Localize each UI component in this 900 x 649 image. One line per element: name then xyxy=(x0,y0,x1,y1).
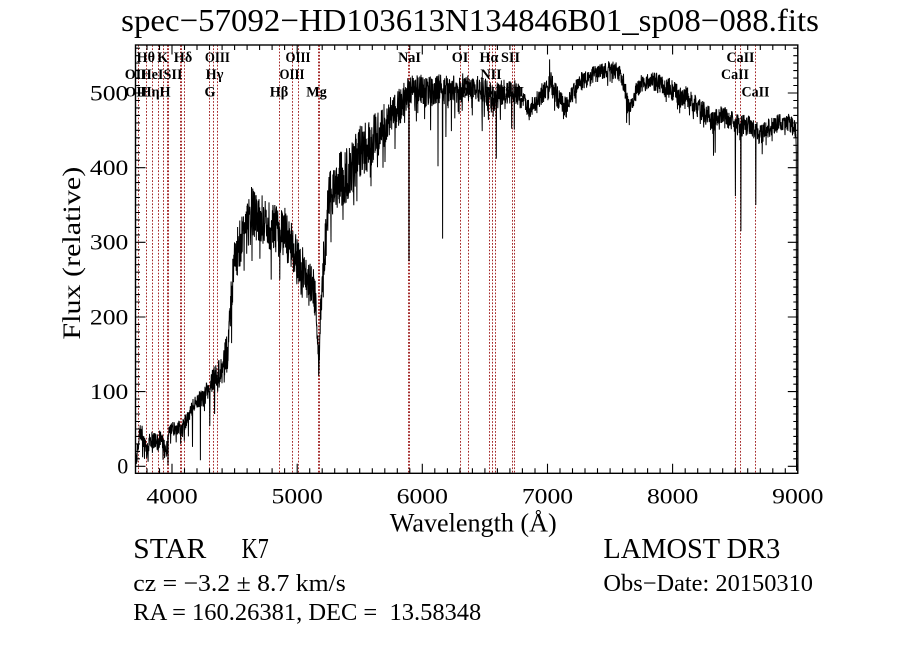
svg-text:Hη: Hη xyxy=(140,84,159,100)
svg-text:OII: OII xyxy=(125,84,148,100)
svg-text:OII: OII xyxy=(125,67,148,83)
svg-text:8000: 8000 xyxy=(647,484,698,509)
svg-text:CaII: CaII xyxy=(721,67,749,83)
svg-text:Hδ: Hδ xyxy=(174,50,192,66)
svg-text:4000: 4000 xyxy=(146,484,197,509)
svg-text:SII: SII xyxy=(164,67,183,83)
svg-text:0: 0 xyxy=(117,454,128,479)
svg-text:G: G xyxy=(204,84,215,100)
svg-text:NII: NII xyxy=(485,84,507,100)
svg-text:NaI: NaI xyxy=(398,50,421,66)
svg-text:RA = 160.26381, DEC = 13.5834: RA = 160.26381, DEC = 13.58348 xyxy=(133,600,481,626)
svg-text:200: 200 xyxy=(90,304,128,329)
svg-text:400: 400 xyxy=(90,155,128,180)
svg-text:LAMOST DR3: LAMOST DR3 xyxy=(603,534,780,565)
svg-text:Wavelength (Å): Wavelength (Å) xyxy=(390,509,557,538)
svg-text:SII: SII xyxy=(505,84,524,100)
svg-text:6000: 6000 xyxy=(397,484,448,509)
svg-text:K: K xyxy=(157,50,168,66)
svg-text:CaII: CaII xyxy=(742,84,770,100)
svg-text:Hγ: Hγ xyxy=(206,67,224,83)
svg-text:Flux (relative): Flux (relative) xyxy=(59,167,86,340)
svg-text:spec−57092−HD103613N134846B01_: spec−57092−HD103613N134846B01_sp08−088.f… xyxy=(121,2,819,38)
svg-text:100: 100 xyxy=(90,379,128,404)
svg-text:OIII: OIII xyxy=(205,50,230,66)
svg-text:5000: 5000 xyxy=(272,484,323,509)
svg-text:9000: 9000 xyxy=(772,484,823,509)
svg-text:OIII: OIII xyxy=(286,50,311,66)
svg-text:Hθ: Hθ xyxy=(137,50,155,66)
svg-text:Hβ: Hβ xyxy=(270,84,289,100)
svg-text:500: 500 xyxy=(90,80,128,105)
svg-text:H: H xyxy=(159,84,170,100)
svg-text:K7: K7 xyxy=(242,534,269,565)
svg-text:SII: SII xyxy=(501,50,520,66)
svg-text:OI: OI xyxy=(458,84,475,100)
svg-text:Hα: Hα xyxy=(480,50,499,66)
svg-text:OI: OI xyxy=(452,50,469,66)
svg-text:NII: NII xyxy=(480,67,502,83)
svg-text:7000: 7000 xyxy=(522,484,573,509)
svg-text:OIII: OIII xyxy=(280,67,305,83)
svg-text:Obs−Date: 20150310: Obs−Date: 20150310 xyxy=(603,571,813,597)
svg-text:CaII: CaII xyxy=(727,50,755,66)
svg-text:Mg: Mg xyxy=(306,84,327,100)
svg-text:HeI: HeI xyxy=(141,67,164,83)
svg-text:cz = −3.2 ± 8.7 km/s: cz = −3.2 ± 8.7 km/s xyxy=(133,571,345,597)
svg-text:300: 300 xyxy=(90,230,128,255)
svg-text:STAR: STAR xyxy=(133,534,206,565)
